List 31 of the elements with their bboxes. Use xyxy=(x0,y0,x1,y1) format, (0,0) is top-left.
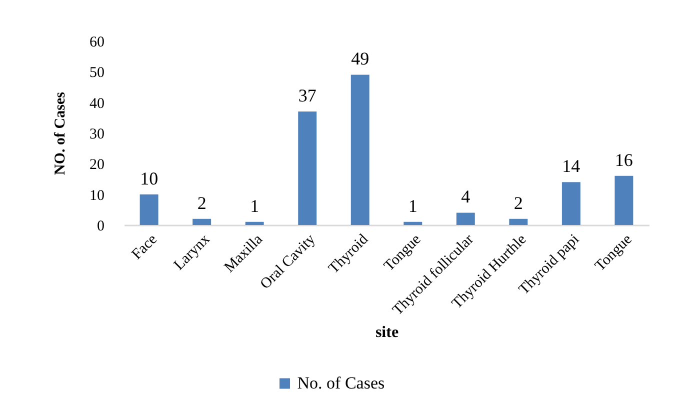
data-label: 2 xyxy=(197,192,206,213)
data-label: 2 xyxy=(514,192,523,213)
bar xyxy=(350,74,370,225)
y-tick-label: 10 xyxy=(90,188,104,204)
bar xyxy=(404,222,422,225)
bar xyxy=(140,194,158,225)
y-tick-label: 20 xyxy=(90,157,104,174)
data-label: 37 xyxy=(298,86,316,106)
y-tick-label: 30 xyxy=(90,126,104,142)
bar xyxy=(456,212,475,225)
data-label: 49 xyxy=(351,48,370,69)
y-tick-label: 0 xyxy=(97,218,104,234)
data-label: 1 xyxy=(408,196,418,216)
legend-label: No. of Cases xyxy=(297,374,385,392)
y-tick-label: 40 xyxy=(90,96,104,112)
y-axis-title: NO. of Cases xyxy=(52,92,68,175)
bar xyxy=(562,182,580,225)
y-tick-label: 60 xyxy=(90,34,104,50)
data-label: 16 xyxy=(614,150,633,170)
bar xyxy=(245,222,264,225)
data-label: 14 xyxy=(562,156,580,176)
bar xyxy=(509,218,528,225)
bar xyxy=(192,218,212,225)
x-axis-title: site xyxy=(375,324,399,341)
bar xyxy=(298,112,317,225)
data-label: 1 xyxy=(250,196,260,216)
y-tick-label: 50 xyxy=(90,65,104,82)
data-label: 10 xyxy=(140,168,158,188)
bar xyxy=(614,176,634,225)
data-label: 4 xyxy=(461,186,470,207)
x-tick-label: Face xyxy=(129,231,161,263)
